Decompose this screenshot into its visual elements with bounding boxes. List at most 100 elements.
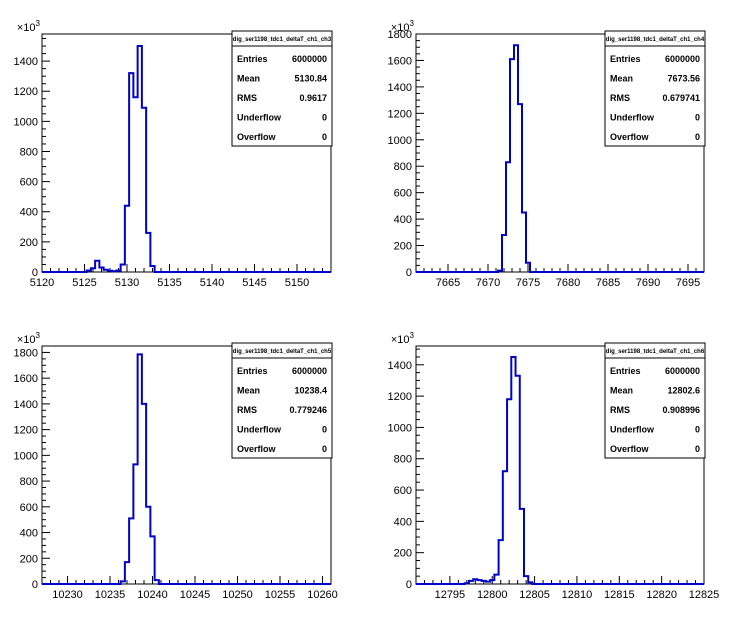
y-multiplier: ×103: [391, 331, 415, 346]
y-tick-label: 1200: [14, 86, 38, 98]
x-tick-label: 7665: [436, 277, 460, 289]
x-tick-label: 10235: [95, 589, 126, 601]
histogram-line: [42, 45, 331, 273]
stat-label: Overflow: [237, 444, 277, 454]
stat-label: Overflow: [610, 132, 650, 142]
stat-label: Entries: [237, 366, 268, 376]
stats-box: [604, 30, 706, 147]
x-tick-label: 7670: [476, 277, 500, 289]
x-tick-label: 10245: [180, 589, 211, 601]
stat-value: 0.779246: [289, 405, 327, 415]
stat-label: Underflow: [237, 425, 282, 435]
x-tick-label: 7675: [516, 277, 540, 289]
y-multiplier: ×103: [17, 331, 41, 346]
x-tick-label: 5130: [115, 277, 139, 289]
x-tick-label: 10240: [137, 589, 168, 601]
stat-label: Overflow: [610, 444, 650, 454]
stat-value: 0: [322, 444, 327, 454]
stat-value: 7673.56: [667, 74, 700, 84]
stat-label: RMS: [610, 405, 630, 415]
y-tick-label: 1000: [14, 116, 38, 128]
y-tick-label: 800: [394, 161, 412, 173]
x-tick-label: 7680: [556, 277, 580, 289]
x-tick-label: 10260: [307, 589, 338, 601]
x-tick-label: 10250: [222, 589, 253, 601]
x-tick-label: 12800: [477, 589, 508, 601]
y-tick-label: 600: [20, 502, 38, 514]
stat-label: Entries: [610, 54, 641, 64]
histogram-panel-2: 7665 7670 7675 7680 7685 7690 7695 0 200 400 600 80…: [388, 19, 706, 289]
histogram-line: [42, 353, 331, 585]
stat-value: 0.9617: [299, 93, 327, 103]
histogram-title: dig_ser1198_tdc1_deltaT_ch1_ch3: [233, 37, 332, 43]
y-tick-label: 1600: [388, 55, 412, 67]
stat-label: Overflow: [237, 132, 277, 142]
stat-label: Mean: [237, 74, 260, 84]
histogram-panel-3: 10230 10235 10240 10245 10250 10255 10260 0 200 4…: [14, 331, 338, 601]
y-tick-label: 1600: [14, 373, 38, 385]
y-tick-label: 1400: [388, 82, 412, 94]
x-tick-label: 5145: [242, 277, 266, 289]
stat-label: RMS: [237, 93, 257, 103]
stat-value: 6000000: [665, 54, 700, 64]
stat-value: 12802.6: [667, 386, 700, 396]
stats-box: [604, 342, 706, 459]
y-tick-label: 800: [394, 454, 412, 466]
stat-value: 6000000: [665, 366, 700, 376]
y-tick-label: 1000: [14, 450, 38, 462]
y-tick-label: 0: [32, 267, 38, 279]
y-tick-label: 1200: [14, 425, 38, 437]
stat-label: Underflow: [610, 113, 655, 123]
histogram-title: dig_ser1198_tdc1_deltaT_ch1_ch6: [606, 349, 705, 355]
x-tick-label: 7695: [676, 277, 700, 289]
x-tick-label: 12825: [689, 589, 720, 601]
y-tick-label: 400: [20, 207, 38, 219]
stat-label: RMS: [237, 405, 257, 415]
stats-box: [231, 342, 333, 459]
y-tick-label: 1000: [388, 422, 412, 434]
stat-value: 5130.84: [294, 74, 327, 84]
stat-value: 0: [322, 425, 327, 435]
stats-box: [231, 30, 333, 147]
y-tick-label: 600: [394, 485, 412, 497]
y-tick-label: 1800: [14, 347, 38, 359]
x-tick-label: 12795: [435, 589, 466, 601]
x-tick-label: 5150: [285, 277, 309, 289]
y-tick-label: 800: [20, 476, 38, 488]
x-tick-label: 10255: [265, 589, 296, 601]
stat-label: Mean: [610, 386, 633, 396]
y-tick-label: 600: [20, 177, 38, 189]
y-tick-label: 200: [20, 553, 38, 565]
x-tick-label: 12815: [604, 589, 635, 601]
stat-value: 0: [695, 132, 700, 142]
y-tick-label: 800: [20, 146, 38, 158]
stat-value: 6000000: [292, 366, 327, 376]
y-tick-label: 0: [406, 267, 412, 279]
y-multiplier: ×103: [17, 19, 41, 34]
x-tick-label: 10230: [52, 589, 83, 601]
histogram-line: [416, 355, 704, 585]
histogram-panel-1: 5120 5125 5130 5135 5140 5145 5150 0 200 400 600 80…: [14, 19, 333, 289]
x-tick-label: 7690: [636, 277, 660, 289]
y-multiplier: ×103: [391, 19, 415, 34]
stat-label: Mean: [610, 74, 633, 84]
stat-value: 0.908996: [662, 405, 700, 415]
stat-label: RMS: [610, 93, 630, 103]
stat-value: 6000000: [292, 54, 327, 64]
y-tick-label: 200: [394, 241, 412, 253]
histogram-title: dig_ser1198_tdc1_deltaT_ch1_ch5: [233, 349, 332, 355]
stat-value: 0: [695, 425, 700, 435]
stat-label: Entries: [610, 366, 641, 376]
stat-value: 10238.4: [294, 386, 327, 396]
stat-value: 0: [322, 132, 327, 142]
y-tick-label: 0: [406, 579, 412, 591]
x-tick-label: 12805: [519, 589, 550, 601]
histogram-line: [416, 44, 704, 273]
x-tick-label: 5135: [157, 277, 181, 289]
stat-value: 0: [322, 113, 327, 123]
stat-value: 0: [695, 113, 700, 123]
x-tick-label: 7685: [596, 277, 620, 289]
x-tick-label: 12810: [562, 589, 593, 601]
x-tick-label: 5140: [200, 277, 224, 289]
